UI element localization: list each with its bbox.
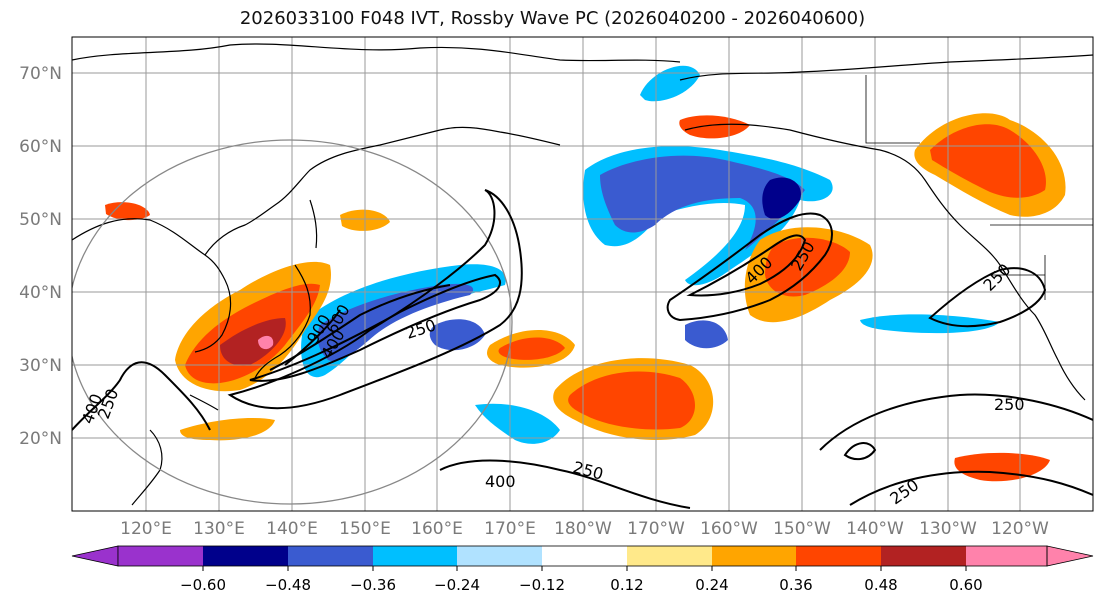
colorbar: −0.60 −0.48 −0.36 −0.24 −0.12 0.12 0.24 … — [71, 545, 1094, 594]
lon-label: 140°E — [266, 519, 318, 539]
colorbar-segment — [373, 546, 457, 566]
colorbar-tick-label: −0.48 — [265, 576, 311, 594]
lon-label: 120°E — [120, 519, 172, 539]
lon-label: 160°W — [700, 519, 758, 539]
colorbar-tick-label: 0.12 — [610, 576, 643, 594]
lat-label: 30°N — [19, 356, 62, 376]
lon-label: 170°E — [484, 519, 536, 539]
colorbar-segment — [457, 546, 542, 566]
colorbar-tick-label: −0.60 — [180, 576, 226, 594]
colorbar-segment — [542, 546, 627, 566]
lon-label: 160°E — [411, 519, 463, 539]
colorbar-tick-label: 0.24 — [695, 576, 728, 594]
colorbar-segment — [796, 546, 881, 566]
colorbar-segment — [627, 546, 712, 566]
colorbar-segment — [712, 546, 796, 566]
lat-label: 60°N — [19, 137, 62, 157]
lon-label: 120°W — [991, 519, 1049, 539]
lat-label: 50°N — [19, 210, 62, 230]
colorbar-left-extension — [71, 545, 119, 567]
colorbar-tick-label: 0.60 — [949, 576, 982, 594]
lat-label: 20°N — [19, 429, 62, 449]
lon-label: 130°W — [919, 519, 977, 539]
lon-label: 150°W — [773, 519, 831, 539]
graticule — [72, 37, 1093, 511]
map-frame — [71, 36, 1094, 512]
colorbar-segment — [118, 546, 203, 566]
colorbar-tick-label: −0.24 — [434, 576, 480, 594]
coastlines — [72, 43, 1093, 506]
lon-labels: 120°E 130°E 140°E 150°E 160°E 170°E 180°… — [120, 519, 1049, 539]
colorbar-tick-label: 0.36 — [779, 576, 812, 594]
lat-labels: 70°N 60°N 50°N 40°N 30°N 20°N — [19, 64, 62, 449]
ivt-contours — [72, 189, 1093, 509]
rossby-wave-circle — [72, 139, 513, 505]
contour-label: 400 — [485, 472, 516, 491]
colorbar-segment — [288, 546, 373, 566]
lat-label: 40°N — [19, 283, 62, 303]
colorbar-tick-label: 0.48 — [864, 576, 897, 594]
colorbar-tick-label: −0.36 — [350, 576, 396, 594]
lat-label: 70°N — [19, 64, 62, 84]
lon-label: 130°E — [193, 519, 245, 539]
colorbar-segment — [203, 546, 288, 566]
contour-label: 250 — [994, 395, 1025, 414]
lon-label: 150°E — [339, 519, 391, 539]
colorbar-segment — [966, 546, 1047, 566]
lon-label: 180°W — [554, 519, 612, 539]
lon-label: 170°W — [627, 519, 685, 539]
lon-label: 140°W — [846, 519, 904, 539]
map-title: 2026033100 F048 IVT, Rossby Wave PC (202… — [239, 8, 866, 29]
colorbar-tick-label: −0.12 — [519, 576, 565, 594]
colorbar-segment — [881, 546, 966, 566]
colorbar-right-extension — [1046, 545, 1094, 567]
